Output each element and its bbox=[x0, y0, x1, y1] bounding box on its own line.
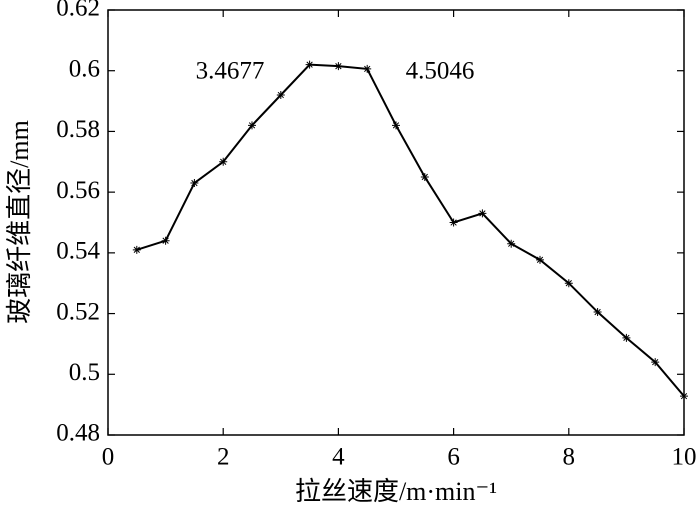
data-marker bbox=[305, 60, 314, 69]
data-marker bbox=[190, 179, 199, 188]
data-line bbox=[136, 63, 685, 397]
y-tick-label: 0.54 bbox=[56, 238, 100, 265]
data-marker bbox=[392, 121, 400, 130]
data-marker bbox=[449, 218, 458, 227]
x-tick-label: 8 bbox=[563, 444, 576, 471]
x-axis-label: 拉丝速度/m·min⁻¹ bbox=[295, 477, 497, 506]
data-marker bbox=[363, 64, 372, 73]
data-marker bbox=[478, 209, 487, 218]
data-marker bbox=[622, 333, 631, 342]
y-tick-label: 0.6 bbox=[69, 55, 100, 82]
y-tick-label: 0.52 bbox=[56, 298, 100, 325]
x-tick-label: 6 bbox=[447, 444, 460, 471]
data-marker bbox=[132, 245, 141, 254]
y-tick-label: 0.62 bbox=[56, 0, 100, 22]
data-marker bbox=[219, 157, 228, 166]
annotation: 3.4677 bbox=[196, 58, 265, 85]
data-marker bbox=[276, 91, 285, 99]
data-marker bbox=[593, 308, 602, 317]
data-marker bbox=[161, 236, 170, 245]
plot-frame bbox=[107, 9, 685, 436]
y-tick-label: 0.5 bbox=[69, 359, 100, 386]
x-tick-label: 0 bbox=[102, 444, 115, 471]
x-tick-label: 10 bbox=[672, 444, 697, 471]
data-marker bbox=[248, 121, 256, 130]
y-axis-label: 玻璃纤维直径/mm bbox=[5, 120, 34, 324]
annotation: 4.5046 bbox=[406, 58, 475, 85]
x-tick-label: 4 bbox=[332, 444, 345, 471]
y-tick-label: 0.56 bbox=[56, 177, 100, 204]
data-marker bbox=[564, 279, 573, 288]
data-marker bbox=[651, 358, 660, 367]
data-marker bbox=[420, 172, 429, 181]
data-marker bbox=[507, 239, 516, 248]
data-marker bbox=[334, 62, 343, 71]
data-marker bbox=[536, 255, 544, 264]
y-tick-label: 0.58 bbox=[56, 116, 100, 143]
x-tick-label: 2 bbox=[217, 444, 230, 471]
y-tick-label: 0.48 bbox=[56, 420, 100, 447]
data-marker bbox=[680, 392, 688, 401]
